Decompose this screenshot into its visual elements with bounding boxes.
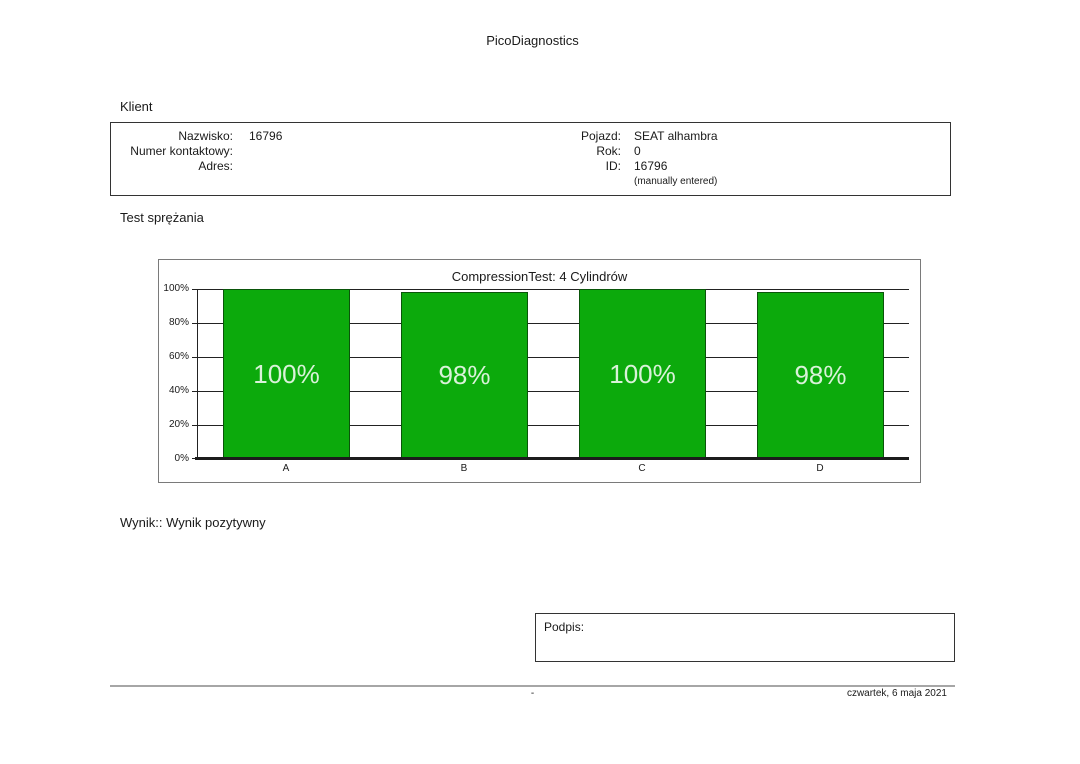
chart-y-axis-labels: 0% 20% 40% 60% 80% 100% [159, 283, 189, 464]
bar-C: 100% [579, 289, 706, 459]
client-contact-row: Numer kontaktowy: [111, 144, 282, 159]
y-tick-label: 40% [168, 385, 189, 396]
footer-page-marker: - [530, 688, 535, 699]
chart-x-axis-labels: A B C D [197, 463, 909, 477]
y-tick-label: 0% [174, 453, 189, 464]
client-name-value: 16796 [249, 129, 283, 143]
y-tick-label: 20% [168, 419, 189, 430]
y-tick-mark [192, 289, 197, 290]
id-label: ID: [605, 159, 621, 173]
result-text: Wynik:: Wynik pozytywny [120, 515, 266, 530]
chart-x-axis-line [195, 457, 909, 460]
bar-A: 100% [223, 289, 350, 459]
chart-gridline [197, 289, 909, 290]
chart-gridline [197, 391, 909, 392]
vehicle-row: Pojazd: SEAT alhambra [571, 129, 718, 144]
footer: - czwartek, 6 maja 2021 [110, 688, 955, 702]
y-tick-mark [192, 357, 197, 358]
bar-value-label: 100% [609, 358, 676, 389]
y-tick-mark [192, 391, 197, 392]
client-contact-label: Numer kontaktowy: [130, 144, 233, 158]
x-category-label: B [460, 463, 468, 474]
footer-divider [110, 685, 955, 687]
client-name-row: Nazwisko: 16796 [111, 129, 282, 144]
year-label: Rok: [596, 144, 621, 158]
y-tick-label: 60% [168, 351, 189, 362]
client-left-column: Nazwisko: 16796 Numer kontaktowy: Adres: [111, 129, 282, 174]
bar-D: 98% [757, 292, 884, 459]
y-tick-label: 80% [168, 317, 189, 328]
id-value: 16796 [634, 159, 668, 173]
x-category-label: C [638, 463, 646, 474]
year-row: Rok: 0 [571, 144, 718, 159]
client-info-box: Nazwisko: 16796 Numer kontaktowy: Adres:… [110, 122, 951, 196]
y-tick-label: 100% [163, 283, 189, 294]
footer-date: czwartek, 6 maja 2021 [846, 688, 947, 699]
test-section-heading: Test sprężania [120, 210, 204, 225]
manually-entered-note: (manually entered) [634, 176, 718, 187]
x-category-label: A [282, 463, 290, 474]
chart-y-axis-line [197, 289, 198, 459]
vehicle-label: Pojazd: [580, 129, 621, 143]
bar-value-label: 98% [438, 360, 491, 390]
chart-title: CompressionTest: 4 Cylindrów [451, 269, 628, 284]
chart-gridline [197, 323, 909, 324]
client-section-heading: Klient [120, 99, 153, 114]
signature-box: Podpis: [535, 613, 955, 662]
vehicle-value: SEAT alhambra [634, 129, 718, 143]
signature-label: Podpis: [544, 620, 585, 634]
client-right-column: Pojazd: SEAT alhambra Rok: 0 ID: 16796 (… [571, 129, 718, 188]
app-title: PicoDiagnostics [486, 33, 579, 48]
chart-plot-area: 100% 98% 100% 98% [197, 289, 909, 459]
client-address-row: Adres: [111, 159, 282, 174]
compression-chart: CompressionTest: 4 Cylindrów 0% 20% 40% 60%… [158, 259, 921, 483]
x-category-label: D [816, 463, 824, 474]
bar-value-label: 98% [794, 360, 847, 390]
client-name-label: Nazwisko: [178, 129, 233, 143]
year-value: 0 [634, 144, 641, 158]
client-address-label: Adres: [198, 159, 233, 173]
bar-value-label: 100% [253, 358, 320, 389]
y-tick-mark [192, 458, 197, 459]
chart-gridline [197, 425, 909, 426]
bar-B: 98% [401, 292, 528, 459]
id-row: ID: 16796 [571, 159, 718, 174]
chart-gridline [197, 357, 909, 358]
chart-y-axis-ticks [192, 289, 197, 459]
y-tick-mark [192, 425, 197, 426]
y-tick-mark [192, 323, 197, 324]
